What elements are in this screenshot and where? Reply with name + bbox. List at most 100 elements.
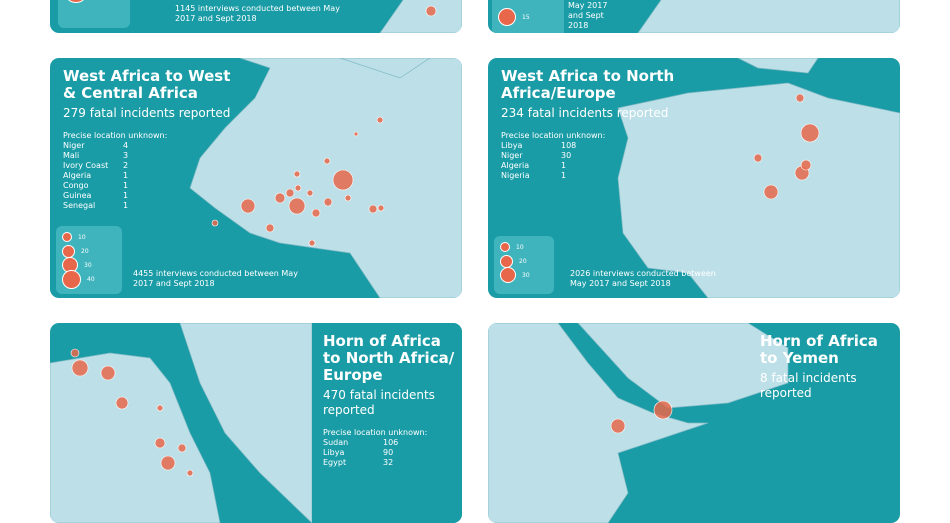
count: 1	[123, 201, 129, 210]
legend-circle	[62, 232, 72, 242]
unknown-row: Ivory Coast 2	[63, 161, 238, 171]
unknown-row: Congo 1	[63, 181, 238, 191]
incident-count: 279 fatal incidents reported	[63, 106, 231, 120]
count: 90	[383, 448, 394, 457]
count: 3	[123, 151, 129, 160]
country: Mali	[63, 151, 80, 160]
legend-label: 40	[87, 275, 95, 283]
incident-markers	[211, 116, 385, 247]
legend-label: 20	[81, 247, 89, 255]
map	[189, 58, 462, 298]
panel: West Africa to North Africa/Europe 234 f…	[488, 58, 900, 298]
unknown-row: Libya 90	[323, 448, 455, 458]
count: 30	[561, 151, 572, 160]
panel-title: West Africa to North Africa/Europe	[501, 67, 675, 102]
incident-count: 8 fatal incidents reported	[760, 371, 857, 400]
country: Egypt	[323, 458, 347, 467]
country: Algeria	[501, 161, 530, 170]
unknown-row: Algeria 1	[501, 161, 681, 171]
panel-title: Horn of Africa to Yemen	[760, 332, 878, 367]
legend-row: 20	[62, 244, 116, 258]
incident-count: 470 fatal incidents reported	[323, 388, 435, 417]
country: Senegal	[63, 201, 96, 210]
unknown-row: Niger 4	[63, 141, 238, 151]
country: Algeria	[63, 171, 92, 180]
unknown-row: Sudan 106	[323, 438, 455, 448]
incident-markers	[753, 93, 820, 200]
legend-row: 40	[62, 269, 116, 289]
country: Congo	[63, 181, 89, 190]
legend-row: 20	[500, 254, 548, 268]
unknown-row: Nigeria 1	[501, 171, 681, 181]
incident-count: 234 fatal incidents reported	[501, 106, 669, 120]
country: Guinea	[63, 191, 92, 200]
legend-circle	[500, 242, 510, 252]
unknown-row: Egypt 32	[323, 458, 455, 468]
country: Ivory Coast	[63, 161, 109, 170]
incident-markers	[610, 400, 673, 434]
country: Niger	[63, 141, 85, 150]
map	[637, 0, 900, 33]
map	[379, 0, 462, 33]
interviews-note: 1145 interviews conducted between May 20…	[175, 4, 340, 23]
legend-label: 15	[522, 13, 530, 21]
legend-label: 30	[84, 261, 92, 269]
legend-label: 20	[519, 257, 527, 265]
legend: 10 20 30 40	[56, 226, 122, 294]
panel-text: West Africa to North Africa/Europe 234 f…	[501, 68, 681, 181]
unknown-list: Precise location unknown: Libya 108 Niger 30…	[501, 131, 681, 181]
panel: 20 1145 interviews conducted between May…	[50, 0, 462, 33]
unknown-row: Senegal 1	[63, 201, 238, 211]
unknown-heading: Precise location unknown:	[63, 131, 168, 140]
legend-row: 10	[62, 230, 116, 244]
map	[488, 323, 789, 523]
legend-label: 10	[78, 233, 86, 241]
legend-circle	[500, 267, 516, 283]
count: 2	[123, 161, 129, 170]
legend-row: 10	[500, 240, 548, 254]
panel: West Africa to West & Central Africa 279…	[50, 58, 462, 298]
legend: 15	[492, 0, 564, 33]
legend-label: 30	[522, 271, 530, 279]
interviews-note: between May 2017 and Sept 2018	[568, 1, 608, 30]
interviews-note: 4455 interviews conducted between May 20…	[133, 269, 298, 288]
country: Nigeria	[501, 171, 530, 180]
country: Niger	[501, 151, 523, 160]
map	[617, 58, 900, 298]
count: 1	[123, 181, 129, 190]
unknown-list: Precise location unknown: Sudan 106 Libya 90…	[323, 428, 455, 468]
panel: Horn of Africa to Yemen 8 fatal incident…	[488, 323, 900, 523]
page: 20 1145 interviews conducted between May…	[50, 0, 900, 523]
unknown-row: Mali 3	[63, 151, 238, 161]
interviews-note: 2026 interviews conducted between May 20…	[570, 269, 716, 288]
legend-label: 10	[516, 243, 524, 251]
unknown-row: Algeria 1	[63, 171, 238, 181]
panel-text: West Africa to West & Central Africa 279…	[63, 68, 238, 211]
legend-row: 30	[500, 267, 548, 283]
count: 1	[123, 191, 129, 200]
panel: 15 between May 2017 and Sept 2018	[488, 0, 900, 33]
panel-text: Horn of Africa to North Africa/ Europe 4…	[323, 333, 455, 468]
panel-title: West Africa to West & Central Africa	[63, 67, 231, 102]
country: Libya	[323, 448, 345, 457]
panel-title: Horn of Africa to North Africa/ Europe	[323, 332, 455, 384]
legend: 10 20 30	[494, 236, 554, 294]
count: 32	[383, 458, 394, 467]
country: Libya	[501, 141, 523, 150]
count: 4	[123, 141, 129, 150]
count: 106	[383, 438, 399, 447]
legend-circle	[62, 269, 81, 289]
legend-circle	[62, 244, 75, 258]
count: 1	[561, 161, 567, 170]
unknown-list: Precise location unknown: Niger 4 Mali 3 Ivor…	[63, 131, 238, 211]
unknown-row: Niger 30	[501, 151, 681, 161]
count: 1	[123, 171, 129, 180]
unknown-heading: Precise location unknown:	[323, 428, 428, 437]
legend-circle	[500, 254, 513, 268]
count: 1	[561, 171, 567, 180]
panel-text: Horn of Africa to Yemen 8 fatal incident…	[760, 333, 892, 401]
unknown-heading: Precise location unknown:	[501, 131, 606, 140]
country: Sudan	[323, 438, 349, 447]
unknown-row: Libya 108	[501, 141, 681, 151]
unknown-row: Guinea 1	[63, 191, 238, 201]
